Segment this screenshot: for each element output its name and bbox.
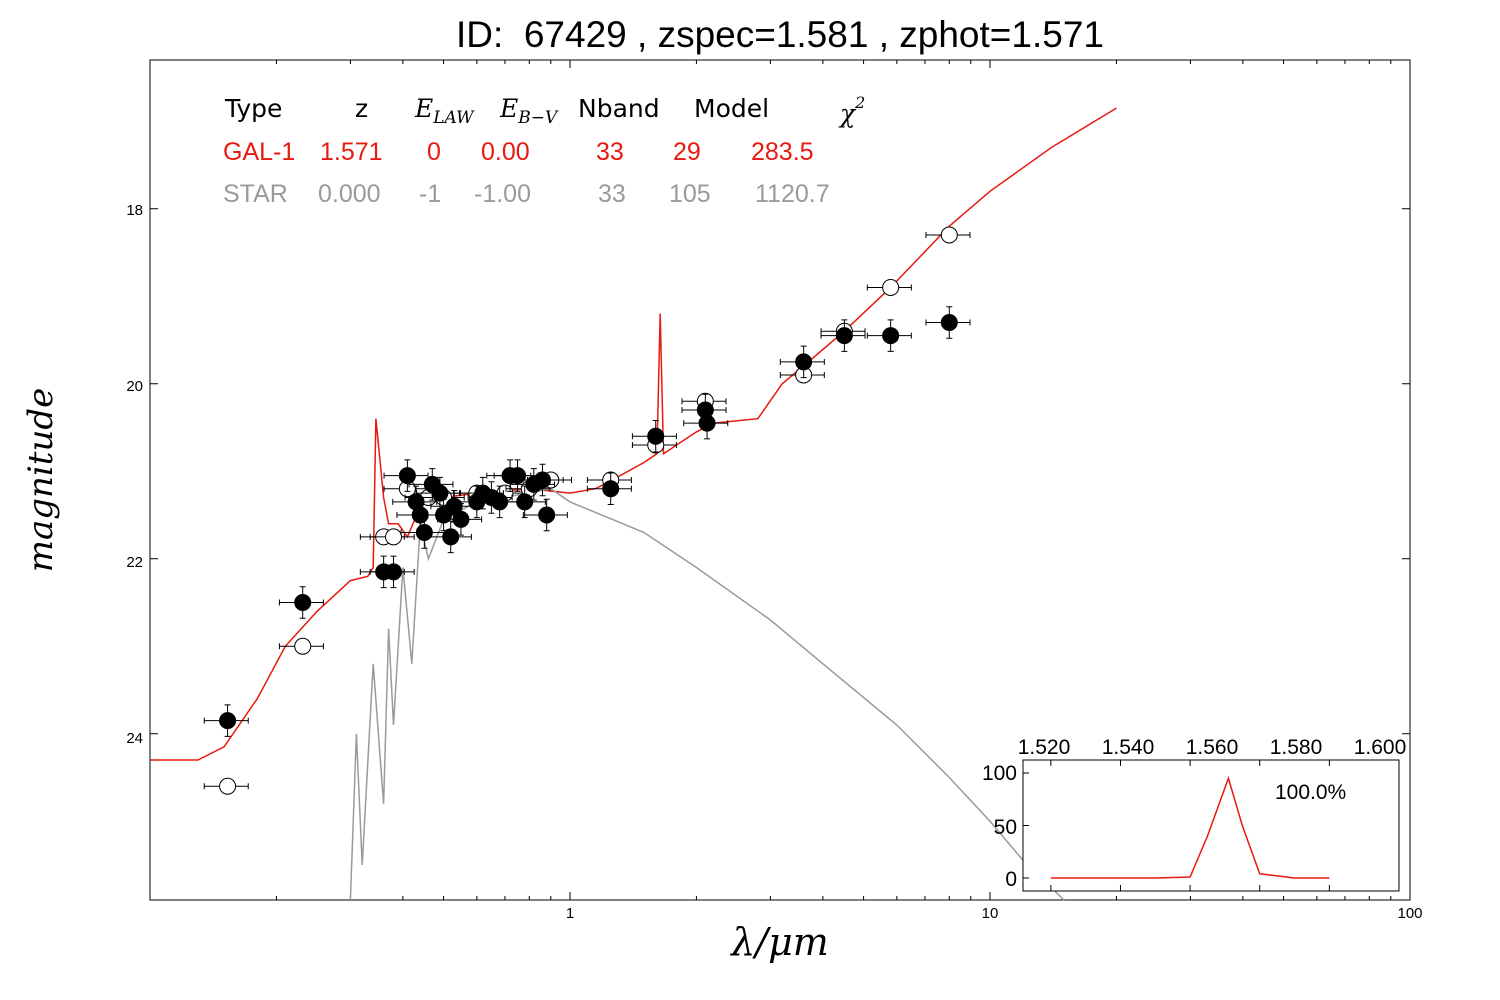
observed-marker [533,471,551,489]
observed-point [500,485,546,519]
model-marker [219,777,237,795]
observed-marker [647,427,665,445]
observed-point [820,319,866,352]
model-marker [294,637,312,655]
gal-ebv: 0.00 [481,138,530,166]
inset-top-tick-2: 1.560 [1186,736,1239,759]
model-point [203,777,249,795]
observed-point [383,459,429,492]
model-point [925,226,971,244]
observed-point [278,586,324,619]
hdr-chi2: χ2 [838,93,865,128]
inset-y-tick-50: 50 [994,816,1017,839]
observed-marker [385,563,403,581]
observed-point [369,555,415,589]
observed-marker [538,506,556,524]
x-axis-label: λ/μm [729,920,829,964]
observed-marker [219,712,237,730]
y-tick-label-20: 20 [126,378,143,395]
observed-point [866,319,912,352]
inset-top-tick-4: 1.600 [1354,736,1407,759]
observed-marker [452,510,470,528]
gal-z: 1.571 [320,138,383,166]
hdr-elaw: ELAW [414,94,475,128]
inset-top-tick-1: 1.540 [1102,736,1155,759]
photometry-points [203,226,971,795]
observed-point [426,520,472,554]
star-nband: 33 [598,180,626,208]
x-tick-label-100: 100 [1397,905,1422,922]
observed-point [683,406,729,440]
observed-marker [509,467,527,485]
inset-y-tick-100: 100 [982,762,1017,785]
fit-table: Type z ELAW EB−V Nband Model χ2 GAL-1 1.… [223,93,865,208]
star-ebv: -1.00 [474,180,531,208]
y-tick-label-22: 22 [126,554,143,571]
observed-marker [294,594,312,611]
hdr-nband: Nband [578,94,660,123]
observed-point [518,463,564,497]
observed-point [522,498,568,532]
gal-nband: 33 [596,138,624,166]
gal-elaw: 0 [427,138,441,166]
inset-annotation: 100.0% [1275,781,1346,804]
y-tick-label-18: 18 [126,202,143,219]
star-model-curve [349,487,1065,901]
observed-marker [882,327,900,345]
observed-marker [602,480,620,498]
hdr-type: Type [224,94,282,123]
star-chi2: 1120.7 [755,180,830,208]
observed-point [925,306,971,339]
model-point [278,637,324,655]
observed-marker [795,353,813,371]
y-axis-label: magnitude [21,388,61,573]
pdz-line [1050,775,1330,879]
pdz-inset: 1.520 1.540 1.560 1.580 1.600 100 50 0 1… [982,736,1407,892]
observed-point [475,485,521,519]
observed-marker [940,314,958,331]
inset-y-tick-0: 0 [1005,868,1017,891]
observed-point [203,704,249,737]
hdr-model: Model [694,94,769,123]
observed-marker [415,524,433,541]
observed-point [779,345,825,379]
inset-pdz-curve [1050,775,1330,879]
inset-ticks [1023,760,1330,891]
model-point [369,528,415,546]
model-marker [385,528,403,546]
model-curves [150,107,1117,901]
hdr-z: z [355,94,368,123]
inset-top-tick-3: 1.580 [1270,736,1323,759]
observed-point [631,420,677,453]
gal-type: GAL-1 [223,138,295,166]
observed-marker [698,414,716,432]
model-point [866,279,912,296]
x-tick-label-10: 10 [982,905,999,922]
star-z: 0.000 [318,180,381,208]
hdr-ebv: EB−V [499,94,559,128]
observed-marker [398,467,416,485]
model-marker [882,279,900,296]
observed-marker [442,528,460,546]
star-elaw: -1 [419,180,441,208]
x-tick-label-1: 1 [566,905,574,922]
observed-point [586,472,632,505]
gal-1-model-curve [150,107,1117,761]
observed-marker [431,484,449,502]
star-model: 105 [669,180,711,208]
star-type: STAR [223,180,288,208]
axis-ticks [149,60,1410,900]
gal-model: 29 [673,138,701,166]
model-marker [940,226,958,244]
plot-frame [149,59,1411,901]
observed-marker [835,327,853,345]
observed-point [437,503,483,536]
gal-chi2: 283.5 [751,138,814,166]
chart-title: ID: 67429 , zspec=1.581 , zphot=1.571 [456,14,1104,55]
observed-marker [516,493,534,511]
y-tick-label-24: 24 [126,730,143,747]
inset-top-tick-0: 1.520 [1018,736,1071,759]
